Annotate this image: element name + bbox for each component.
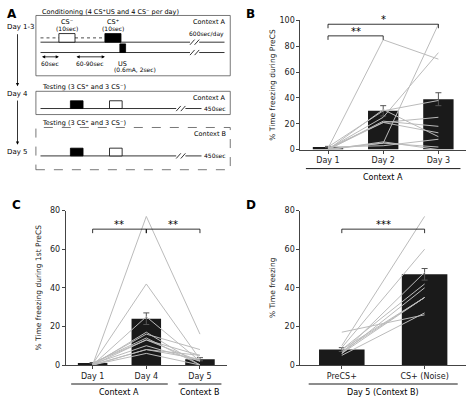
svg-text:(10sec): (10sec) xyxy=(56,25,78,32)
svg-text:CS⁻: CS⁻ xyxy=(61,18,73,26)
svg-text:60: 60 xyxy=(285,245,295,254)
svg-text:60: 60 xyxy=(285,68,295,77)
svg-text:Day 1-3: Day 1-3 xyxy=(7,23,34,31)
svg-text:Context B: Context B xyxy=(180,388,219,397)
svg-text:Context A: Context A xyxy=(193,18,226,26)
svg-text:0: 0 xyxy=(290,145,295,154)
svg-text:0: 0 xyxy=(55,361,60,370)
svg-text:80: 80 xyxy=(50,206,60,215)
svg-text:CS+ (Noise): CS+ (Noise) xyxy=(400,372,448,381)
svg-text:450sec: 450sec xyxy=(204,105,226,112)
svg-text:600sec/day: 600sec/day xyxy=(189,30,224,38)
svg-text:D: D xyxy=(246,198,256,212)
svg-text:A: A xyxy=(7,7,17,21)
svg-text:Context A: Context A xyxy=(193,94,226,102)
svg-text:US: US xyxy=(118,60,127,68)
svg-text:Day 5: Day 5 xyxy=(7,148,28,156)
svg-text:***: *** xyxy=(376,219,391,230)
svg-text:450sec: 450sec xyxy=(204,152,226,159)
svg-text:Day 5 (Context B): Day 5 (Context B) xyxy=(347,388,419,397)
svg-text:Day 1: Day 1 xyxy=(81,372,104,381)
svg-text:40: 40 xyxy=(285,284,295,293)
svg-text:**: ** xyxy=(351,26,361,37)
svg-text:60: 60 xyxy=(50,245,60,254)
svg-text:80: 80 xyxy=(285,206,295,215)
svg-text:40: 40 xyxy=(285,94,295,103)
svg-text:Day 4: Day 4 xyxy=(7,90,28,98)
svg-text:Conditioning (4 CS⁺US and 4 CS: Conditioning (4 CS⁺US and 4 CS⁻ per day) xyxy=(42,8,179,16)
svg-text:(0.6mA, 2sec): (0.6mA, 2sec) xyxy=(114,66,156,73)
svg-text:Day 2: Day 2 xyxy=(371,156,394,165)
svg-text:B: B xyxy=(246,7,255,21)
svg-text:0: 0 xyxy=(290,361,295,370)
svg-text:PreCS+: PreCS+ xyxy=(327,372,357,381)
svg-text:20: 20 xyxy=(285,322,295,331)
svg-text:**: ** xyxy=(168,219,178,230)
svg-text:60sec: 60sec xyxy=(41,60,59,67)
svg-text:Context B: Context B xyxy=(194,130,226,138)
svg-text:Day 5: Day 5 xyxy=(188,372,211,381)
svg-text:60-90sec: 60-90sec xyxy=(76,60,104,67)
svg-text:Day 1: Day 1 xyxy=(316,156,339,165)
svg-text:40: 40 xyxy=(50,284,60,293)
svg-text:100: 100 xyxy=(280,16,295,25)
svg-text:C: C xyxy=(12,198,21,212)
svg-text:Day 3: Day 3 xyxy=(427,156,450,165)
svg-text:20: 20 xyxy=(50,322,60,331)
svg-text:(10sec): (10sec) xyxy=(102,25,124,32)
svg-text:% Time freezing: % Time freezing xyxy=(268,257,277,318)
svg-text:80: 80 xyxy=(285,42,295,51)
svg-text:% Time freezing during 1st Pre: % Time freezing during 1st PreCS xyxy=(34,225,43,351)
svg-text:Context A: Context A xyxy=(363,173,403,182)
svg-text:CS⁺: CS⁺ xyxy=(107,18,119,26)
svg-text:20: 20 xyxy=(285,120,295,129)
svg-text:Day 4: Day 4 xyxy=(135,372,158,381)
svg-text:*: * xyxy=(381,14,386,25)
svg-text:% Time freezing during PreCS: % Time freezing during PreCS xyxy=(268,29,277,141)
svg-text:Testing (3 CS⁺ and 3 CS⁻): Testing (3 CS⁺ and 3 CS⁻) xyxy=(42,119,126,127)
svg-text:**: ** xyxy=(114,219,124,230)
svg-text:Testing (3 CS⁺ and 3 CS⁻): Testing (3 CS⁺ and 3 CS⁻) xyxy=(42,83,126,91)
svg-text:Context A: Context A xyxy=(99,388,139,397)
